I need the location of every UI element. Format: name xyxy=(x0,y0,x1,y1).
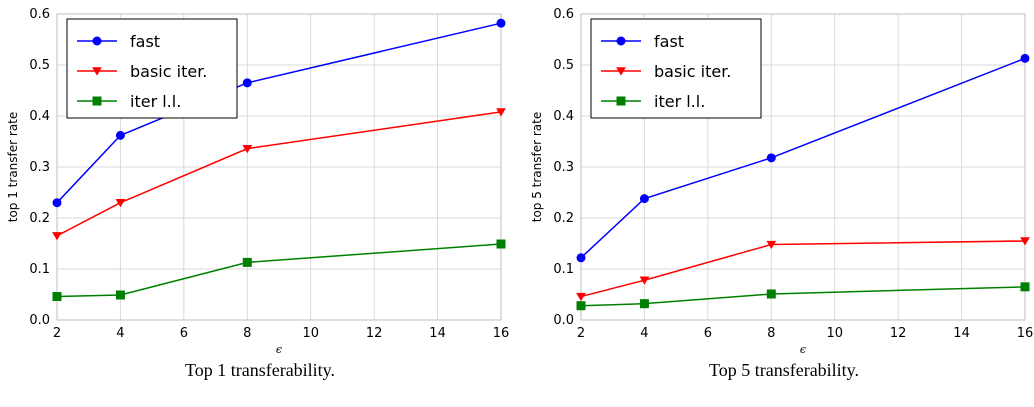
y-tick-label: 0.0 xyxy=(29,313,50,328)
data-point xyxy=(115,290,125,300)
data-point xyxy=(639,299,649,309)
data-point xyxy=(242,78,252,88)
series-iter-l-l xyxy=(576,282,1030,311)
figure-caption: Top 5 transferability. xyxy=(709,360,859,380)
legend-label: fast xyxy=(130,32,160,51)
data-point xyxy=(576,292,586,302)
data-point xyxy=(1020,237,1030,246)
data-point xyxy=(115,199,126,208)
legend-marker xyxy=(92,36,102,46)
series-line xyxy=(580,240,1026,298)
data-point xyxy=(115,130,125,140)
y-tick-label: 0.4 xyxy=(553,109,574,124)
legend-label: fast xyxy=(654,32,684,51)
y-tick-label: 0.3 xyxy=(29,160,50,175)
y-tick-label: 0.6 xyxy=(553,7,574,22)
data-point xyxy=(496,239,506,249)
x-tick-label: 14 xyxy=(953,326,970,341)
y-tick-label: 0.0 xyxy=(553,313,574,328)
data-point xyxy=(1020,282,1030,292)
plot-area xyxy=(580,13,1026,321)
x-tick-label: 6 xyxy=(704,326,712,341)
series-basic-iter xyxy=(576,237,1030,302)
data-point xyxy=(52,198,62,208)
data-point xyxy=(576,253,586,263)
legend: fast basic iter. iter l.l. xyxy=(66,18,238,119)
legend: fast basic iter. iter l.l. xyxy=(590,18,762,119)
x-tick-label: 12 xyxy=(890,326,907,341)
x-tick-label: 16 xyxy=(1017,326,1034,341)
y-tick-label: 0.2 xyxy=(29,211,50,226)
legend-label: basic iter. xyxy=(654,62,731,81)
data-point xyxy=(576,301,586,311)
x-tick-label: 8 xyxy=(767,326,775,341)
x-tick-label: 2 xyxy=(577,326,585,341)
x-tick-label: 2 xyxy=(53,326,61,341)
series-line xyxy=(56,243,502,298)
series-basic-iter xyxy=(52,108,506,241)
legend-label: iter l.l. xyxy=(654,92,705,111)
series-fast xyxy=(576,53,1030,263)
x-axis-label: ϵ xyxy=(276,343,282,356)
data-point xyxy=(766,240,777,250)
x-tick-label: 6 xyxy=(180,326,188,341)
y-tick-label: 0.1 xyxy=(553,262,574,277)
series-iter-l-l xyxy=(52,239,506,302)
series-line xyxy=(56,111,502,237)
figure-caption: Top 1 transferability. xyxy=(185,360,335,380)
legend-marker xyxy=(92,96,102,106)
chart-panel-2: 2 4 6 8 10 12 14 16 0.0 0.1 0.2 0.3 0.4 0.5 0.6 ϵ top 5 … xyxy=(530,7,1033,380)
y-tick-label: 0.3 xyxy=(553,160,574,175)
data-point xyxy=(766,153,776,163)
data-point xyxy=(242,144,253,154)
data-point xyxy=(766,289,776,299)
x-tick-label: 16 xyxy=(493,326,510,341)
x-tick-label: 8 xyxy=(243,326,251,341)
legend-label: iter l.l. xyxy=(130,92,181,111)
data-point xyxy=(242,257,252,267)
y-axis-label: top 5 transfer rate xyxy=(530,112,544,223)
data-point xyxy=(639,194,649,204)
data-point xyxy=(52,292,62,302)
x-tick-label: 12 xyxy=(366,326,383,341)
y-tick-label: 0.2 xyxy=(553,211,574,226)
y-tick-label: 0.4 xyxy=(29,109,50,124)
x-tick-label: 10 xyxy=(826,326,843,341)
data-point xyxy=(52,232,62,241)
chart-panel-1: 2 4 6 8 10 12 14 16 0.0 0.1 0.2 0.3 0.4 0.5 0.6 ϵ top 1 … xyxy=(6,7,509,380)
data-point xyxy=(639,276,650,285)
series-line xyxy=(580,286,1026,307)
x-tick-label: 10 xyxy=(302,326,319,341)
y-tick-label: 0.6 xyxy=(29,7,50,22)
legend-marker xyxy=(616,67,626,76)
legend-marker xyxy=(616,96,626,106)
series-line xyxy=(580,57,1026,259)
data-point xyxy=(1020,53,1030,63)
y-tick-label: 0.1 xyxy=(29,262,50,277)
x-tick-label: 14 xyxy=(429,326,446,341)
legend-label: basic iter. xyxy=(130,62,207,81)
data-point xyxy=(496,108,506,117)
legend-marker xyxy=(92,67,102,76)
legend-marker xyxy=(616,36,626,46)
y-tick-label: 0.5 xyxy=(553,58,574,73)
y-axis-label: top 1 transfer rate xyxy=(6,112,20,223)
plot-area xyxy=(56,13,502,321)
x-axis-label: ϵ xyxy=(800,343,806,356)
y-tick-label: 0.5 xyxy=(29,58,50,73)
data-point xyxy=(496,18,506,28)
x-tick-label: 4 xyxy=(640,326,648,341)
x-tick-label: 4 xyxy=(116,326,124,341)
